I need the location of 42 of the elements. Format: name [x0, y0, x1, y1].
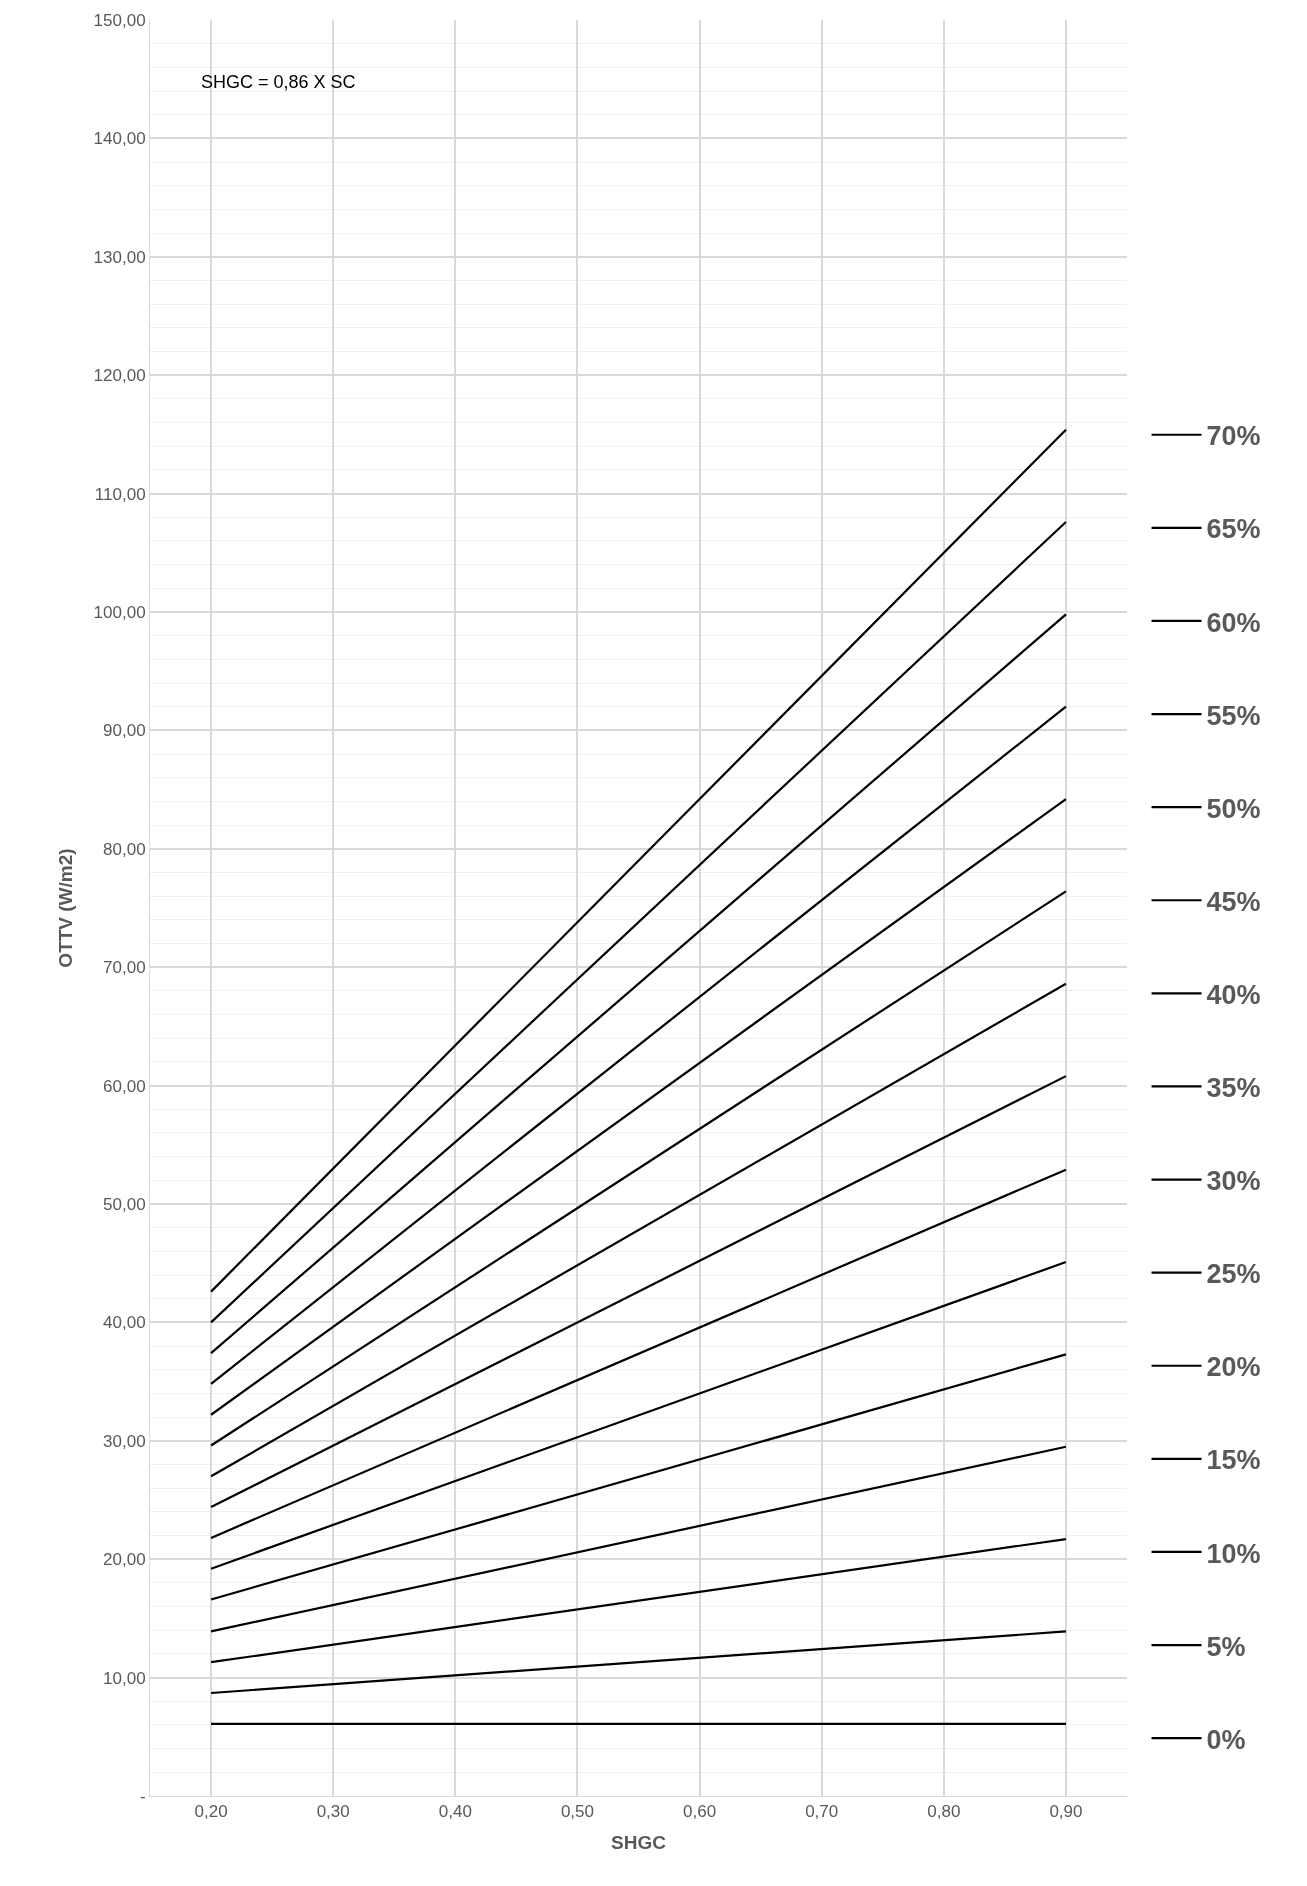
x-tick-label: 0,60 — [683, 1802, 717, 1822]
x-tick-label: 0,80 — [927, 1802, 961, 1822]
legend-label: 35% — [1206, 1073, 1261, 1103]
y-tick-label: 20,00 — [103, 1550, 146, 1570]
x-tick-label: 0,40 — [438, 1802, 472, 1822]
legend-label: 65% — [1206, 514, 1261, 545]
x-tick-label: 0,90 — [1049, 1802, 1083, 1822]
legend-label: 0% — [1206, 1724, 1246, 1755]
y-tick-label: 150,00 — [93, 10, 146, 30]
x-tick-label: 0,50 — [560, 1802, 594, 1822]
annotation: SHGC = 0,86 X SC — [201, 72, 356, 92]
legend-label: 5% — [1206, 1631, 1246, 1662]
y-tick-label: 100,00 — [93, 602, 146, 622]
y-tick-label: 80,00 — [103, 839, 146, 859]
x-tick-label: 0,70 — [805, 1802, 839, 1822]
y-tick-label: 90,00 — [103, 721, 146, 741]
legend-label: 70% — [1206, 421, 1261, 452]
y-axis-title: OTTV (W/m2) — [55, 848, 77, 968]
x-tick-label: 0,20 — [194, 1802, 228, 1822]
legend-label: 15% — [1206, 1445, 1261, 1476]
y-tick-label: 130,00 — [93, 247, 146, 267]
y-tick-label: - — [139, 1786, 146, 1806]
legend-label: 60% — [1206, 607, 1261, 638]
legend-label: 45% — [1206, 886, 1261, 917]
y-tick-label: 120,00 — [93, 366, 146, 386]
x-axis-title: SHGC — [611, 1832, 667, 1854]
legend-label: 20% — [1206, 1352, 1261, 1383]
y-tick-label: 30,00 — [103, 1431, 146, 1451]
y-tick-label: 110,00 — [94, 484, 146, 504]
y-tick-label: 10,00 — [103, 1668, 146, 1688]
legend-label: 10% — [1206, 1538, 1261, 1569]
y-tick-label: 70,00 — [103, 958, 146, 978]
y-tick-label: 60,00 — [103, 1076, 146, 1096]
legend-label: 50% — [1206, 793, 1261, 824]
legend-label: 25% — [1206, 1259, 1261, 1290]
x-tick-label: 0,30 — [316, 1802, 350, 1822]
y-tick-label: 50,00 — [103, 1194, 146, 1214]
legend-label: 40% — [1206, 979, 1261, 1010]
legend-label: 30% — [1206, 1166, 1261, 1197]
legend-label: 55% — [1206, 700, 1261, 731]
y-tick-label: 40,00 — [103, 1313, 146, 1333]
y-tick-label: 140,00 — [93, 129, 146, 149]
